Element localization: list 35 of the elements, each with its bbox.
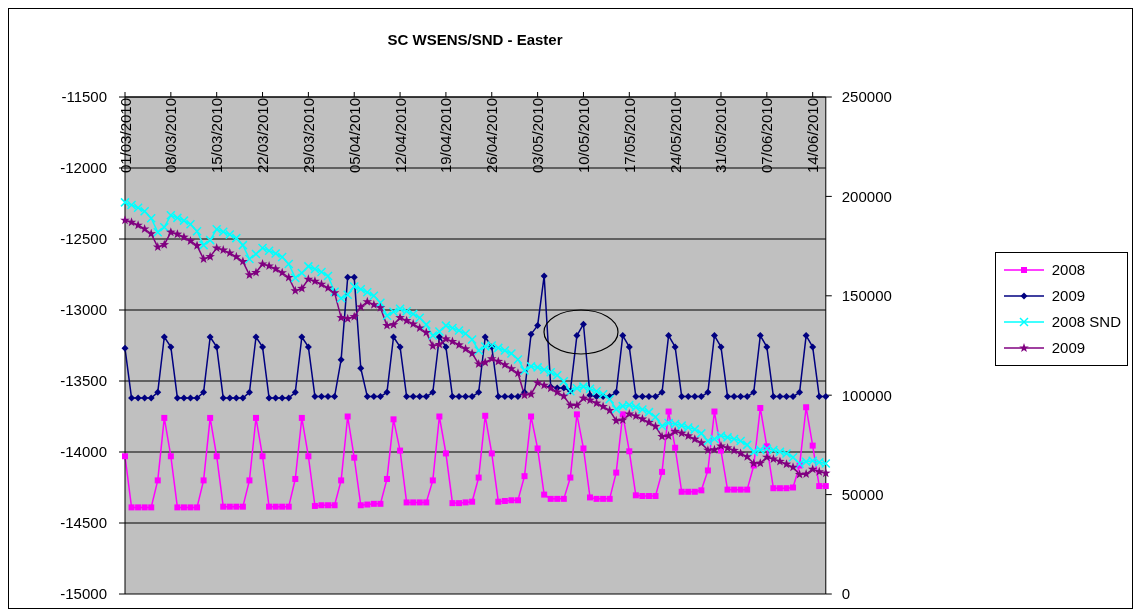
x-tick-label: 10/05/2010 [574,98,592,174]
legend-label: 2009 [1051,339,1086,356]
x-tick-label: 05/04/2010 [345,98,363,174]
y-tick-label: -13500 [60,372,107,390]
x-tick-label: 19/04/2010 [437,98,455,174]
x-tick-label: 29/03/2010 [299,98,317,174]
x-tick-label: 24/05/2010 [666,98,684,174]
y-tick-label: -14500 [60,514,107,532]
y-tick-label: -14000 [60,443,107,461]
legend-label: 2009 [1051,287,1086,304]
y-tick-label: -12500 [60,230,107,248]
x-tick-label: 03/05/2010 [529,98,547,174]
y2-tick-label: 50000 [841,485,884,503]
x-tick-label: 15/03/2010 [208,98,226,174]
x-tick-label: 12/04/2010 [391,98,409,174]
y-tick-label: -13000 [60,301,107,319]
x-tick-label: 26/04/2010 [483,98,501,174]
legend-label: 2008 SND [1051,313,1121,330]
x-tick-label: 31/05/2010 [712,98,730,174]
y2-tick-label: 200000 [841,187,892,205]
x-tick-label: 14/06/2010 [804,98,822,174]
x-tick-label: 08/03/2010 [162,98,180,174]
x-tick-label: 07/06/2010 [758,98,776,174]
x-tick-label: 17/05/2010 [620,98,638,174]
legend-label: 2008 [1051,261,1086,278]
y2-tick-label: 100000 [841,386,892,404]
y2-tick-label: 0 [841,585,851,603]
y2-tick-label: 150000 [841,287,892,305]
chart-title: SC WSENS/SND - Easter [386,31,564,48]
y-tick-label: -11500 [61,88,107,106]
y2-tick-label: 250000 [841,88,892,106]
y-tick-label: -15000 [60,585,107,603]
y-tick-label: -12000 [60,159,107,177]
x-tick-label: 22/03/2010 [254,98,272,174]
x-tick-label: 01/03/2010 [116,98,134,174]
